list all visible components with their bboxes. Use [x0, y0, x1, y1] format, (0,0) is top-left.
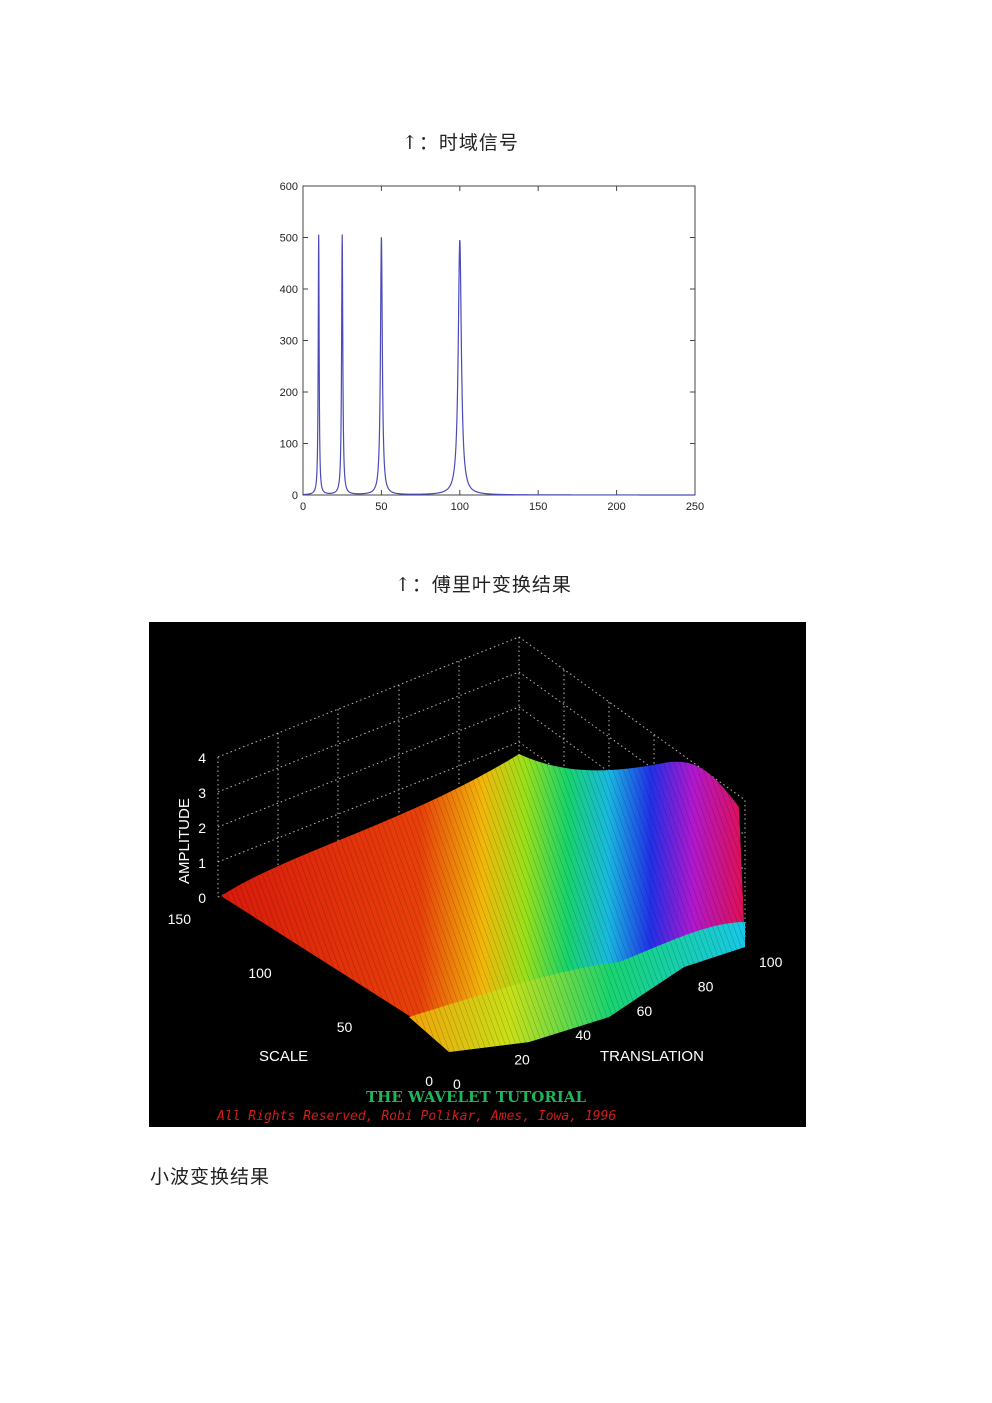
x-tick-label: 250	[686, 501, 704, 513]
translation-tick-label: 0	[453, 1076, 461, 1092]
z-tick-label: 4	[198, 750, 206, 766]
scale-axis: SCALE 0 50 100 150	[168, 911, 434, 1089]
scale-axis-ticks: 0 50 100 150	[168, 911, 434, 1089]
translation-axis-label: TRANSLATION	[600, 1048, 704, 1065]
y-tick-label: 100	[280, 439, 298, 451]
fourier-spectrum-chart: 0 100 200 300 400 500 600 0 50 100 150 200 250	[280, 181, 705, 513]
watermark-rights: All Rights Reserved, Robi Polikar, Ames,…	[216, 1109, 616, 1124]
caption-wavelet: 小波变换结果	[150, 1166, 271, 1188]
z-tick-label: 1	[198, 855, 206, 871]
translation-tick-label: 80	[698, 978, 714, 994]
scale-tick-label: 100	[248, 965, 272, 981]
z-axis: AMPLITUDE 0 1 2 3 4	[176, 750, 206, 906]
scale-tick-label: 50	[337, 1019, 353, 1035]
translation-tick-label: 100	[759, 954, 783, 970]
scale-tick-label: 150	[168, 911, 192, 927]
y-tick-label: 300	[280, 336, 298, 348]
y-tick-label: 500	[280, 233, 298, 245]
translation-tick-label: 60	[637, 1003, 653, 1019]
caption-fourier: ↑：傅里叶变换结果	[395, 574, 572, 596]
x-tick-label: 100	[451, 501, 469, 513]
scale-tick-label: 0	[425, 1073, 433, 1089]
x-tick-label: 150	[529, 501, 547, 513]
z-tick-label: 3	[198, 785, 206, 801]
z-axis-label: AMPLITUDE	[176, 798, 193, 884]
watermark-title: THE WAVELET TUTORIAL	[366, 1088, 586, 1106]
surface-plot	[221, 754, 745, 1052]
y-tick-label: 200	[280, 387, 298, 399]
wavelet-surface-figure: AMPLITUDE 0 1 2 3 4 SCALE 0 50 100 150 TRANSLAT…	[149, 622, 806, 1127]
y-axis-ticks: 0 100 200 300 400 500 600	[280, 181, 695, 502]
translation-tick-label: 40	[575, 1027, 591, 1043]
spectrum-line	[302, 234, 695, 496]
y-tick-label: 600	[280, 181, 298, 193]
z-tick-label: 2	[198, 820, 206, 836]
plot-frame	[302, 185, 696, 496]
y-tick-label: 400	[280, 284, 298, 296]
translation-tick-label: 20	[514, 1052, 530, 1068]
translation-axis: TRANSLATION 0 20 40 60 80 100	[453, 954, 783, 1092]
x-tick-label: 200	[607, 501, 625, 513]
x-axis-ticks: 0 50 100 150 200 250	[300, 186, 704, 513]
z-axis-ticks: 0 1 2 3 4	[198, 750, 206, 906]
translation-axis-ticks: 0 20 40 60 80 100	[453, 954, 783, 1092]
x-tick-label: 50	[375, 501, 387, 513]
z-tick-label: 0	[198, 890, 206, 906]
y-tick-label: 0	[292, 490, 298, 502]
scale-axis-label: SCALE	[259, 1048, 308, 1065]
x-tick-label: 0	[300, 501, 306, 513]
caption-time-domain: ↑：时域信号	[402, 132, 519, 154]
